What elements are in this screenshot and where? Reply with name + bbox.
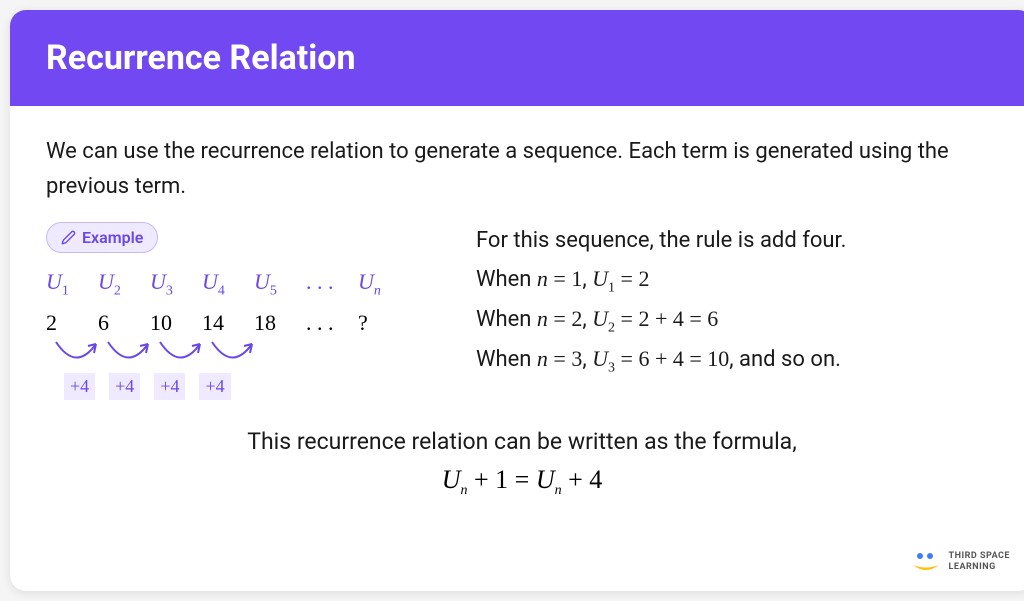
columns: Example U1 U2 U3 U4 U5 . . . Un 2 6 10 1… xyxy=(46,222,998,399)
formula-intro: This recurrence relation can be written … xyxy=(46,428,998,455)
term-value: ? xyxy=(358,310,410,336)
term-value: 14 xyxy=(202,310,254,336)
rule-intro: For this sequence, the rule is add four. xyxy=(476,222,998,259)
example-badge: Example xyxy=(46,222,158,253)
step-box: +4 xyxy=(199,373,230,400)
logo-text: THIRD SPACE LEARNING xyxy=(949,551,1010,573)
content-area: We can use the recurrence relation to ge… xyxy=(10,106,1024,527)
term-value: 18 xyxy=(254,310,306,336)
formula-section: This recurrence relation can be written … xyxy=(46,428,998,499)
brand-logo: THIRD SPACE LEARNING xyxy=(911,551,1010,573)
step-box: +4 xyxy=(109,373,140,400)
step-arrow xyxy=(206,338,258,370)
sequence-term-labels: U1 U2 U3 U4 U5 . . . Un xyxy=(46,269,446,299)
header: Recurrence Relation xyxy=(10,10,1024,106)
pencil-icon xyxy=(61,230,76,245)
page-title: Recurrence Relation xyxy=(46,38,998,78)
rule-line-3: When n = 3, U3 = 6 + 4 = 10, and so on. xyxy=(476,340,998,380)
example-label: Example xyxy=(82,228,143,247)
sequence-values: 2 6 10 14 18 . . . ? xyxy=(46,310,446,336)
step-box: +4 xyxy=(64,373,95,400)
step-labels-row: +4 +4 +4 +4 xyxy=(64,373,446,400)
term-value: 10 xyxy=(150,310,202,336)
term-label: U5 xyxy=(254,269,306,299)
step-box: +4 xyxy=(154,373,185,400)
logo-icon xyxy=(911,551,941,573)
term-value: . . . xyxy=(306,310,358,336)
step-arrow xyxy=(102,338,154,370)
term-label: U3 xyxy=(150,269,202,299)
term-label: U4 xyxy=(202,269,254,299)
term-value: 2 xyxy=(46,310,98,336)
term-label: U2 xyxy=(98,269,150,299)
lesson-card: Recurrence Relation We can use the recur… xyxy=(10,10,1024,591)
formula: Un + 1 = Un + 4 xyxy=(46,465,998,499)
term-value: 6 xyxy=(98,310,150,336)
rule-line-1: When n = 1, U1 = 2 xyxy=(476,260,998,300)
step-arrow xyxy=(50,338,102,370)
explanation-column: For this sequence, the rule is add four.… xyxy=(476,222,998,399)
arrow-row xyxy=(50,336,446,371)
step-arrow xyxy=(154,338,206,370)
term-label: . . . xyxy=(306,269,358,299)
example-column: Example U1 U2 U3 U4 U5 . . . Un 2 6 10 1… xyxy=(46,222,446,399)
rule-line-2: When n = 2, U2 = 2 + 4 = 6 xyxy=(476,300,998,340)
term-label: U1 xyxy=(46,269,98,299)
term-label: Un xyxy=(358,269,410,299)
intro-text: We can use the recurrence relation to ge… xyxy=(46,134,998,204)
